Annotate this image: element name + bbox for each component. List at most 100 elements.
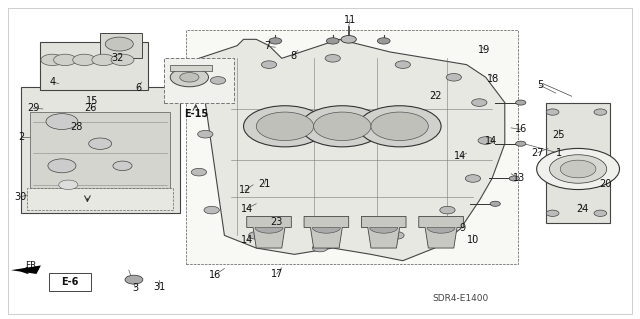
Text: 29: 29 (27, 103, 40, 113)
Circle shape (549, 155, 607, 183)
Text: 15: 15 (86, 96, 99, 106)
Circle shape (465, 175, 481, 182)
Circle shape (546, 210, 559, 216)
Circle shape (54, 54, 77, 66)
Text: 1: 1 (556, 148, 562, 158)
FancyBboxPatch shape (30, 112, 170, 188)
Circle shape (440, 206, 455, 214)
Text: 22: 22 (429, 91, 442, 100)
Polygon shape (304, 216, 349, 248)
Text: E-6: E-6 (61, 277, 79, 286)
Text: 31: 31 (154, 282, 166, 292)
Text: 9: 9 (459, 223, 465, 234)
Polygon shape (419, 216, 463, 248)
Circle shape (41, 54, 64, 66)
Circle shape (269, 38, 282, 44)
Text: 14: 14 (484, 136, 497, 146)
Circle shape (341, 35, 356, 43)
FancyBboxPatch shape (546, 103, 610, 223)
Text: 14: 14 (454, 151, 467, 161)
Circle shape (546, 109, 559, 115)
FancyBboxPatch shape (40, 42, 148, 90)
Text: 7: 7 (264, 41, 271, 51)
Text: 23: 23 (271, 217, 283, 227)
Circle shape (46, 114, 78, 130)
Circle shape (395, 61, 410, 69)
Polygon shape (199, 39, 505, 261)
Text: 30: 30 (14, 192, 27, 202)
FancyBboxPatch shape (49, 273, 91, 291)
Circle shape (180, 72, 199, 82)
Circle shape (261, 61, 276, 69)
Circle shape (248, 232, 264, 239)
Circle shape (490, 201, 500, 206)
Text: 27: 27 (532, 148, 544, 158)
Circle shape (560, 160, 596, 178)
Circle shape (594, 210, 607, 216)
Polygon shape (312, 227, 340, 233)
Circle shape (170, 68, 209, 87)
Text: SDR4-E1400: SDR4-E1400 (432, 294, 488, 303)
Text: 2: 2 (19, 132, 25, 142)
Text: FR.: FR. (25, 261, 39, 270)
FancyBboxPatch shape (170, 65, 212, 71)
Circle shape (244, 106, 326, 147)
Text: 10: 10 (467, 235, 479, 245)
Circle shape (198, 130, 213, 138)
Circle shape (89, 138, 111, 149)
Polygon shape (11, 265, 41, 274)
Circle shape (125, 275, 143, 284)
FancyBboxPatch shape (100, 33, 141, 58)
Polygon shape (427, 227, 455, 233)
Polygon shape (370, 227, 397, 233)
Circle shape (537, 148, 620, 189)
Polygon shape (362, 216, 406, 248)
Text: 20: 20 (599, 179, 612, 189)
Text: 28: 28 (70, 122, 83, 132)
Polygon shape (255, 227, 283, 233)
Text: 8: 8 (290, 51, 296, 61)
Circle shape (191, 168, 207, 176)
Circle shape (211, 77, 226, 84)
Text: 3: 3 (132, 283, 138, 293)
Circle shape (446, 73, 461, 81)
FancyBboxPatch shape (186, 30, 518, 264)
Circle shape (516, 141, 526, 146)
Circle shape (371, 112, 428, 141)
Circle shape (48, 159, 76, 173)
Polygon shape (246, 216, 291, 248)
Circle shape (478, 137, 493, 144)
Circle shape (113, 161, 132, 171)
Text: 14: 14 (241, 235, 253, 245)
Circle shape (92, 54, 115, 66)
Text: 32: 32 (111, 53, 124, 63)
Text: 21: 21 (259, 179, 271, 189)
Text: 19: 19 (478, 45, 490, 56)
Circle shape (325, 55, 340, 62)
Text: 25: 25 (553, 130, 565, 140)
Circle shape (509, 176, 520, 181)
Text: 16: 16 (209, 270, 221, 280)
Text: 5: 5 (537, 80, 543, 90)
Circle shape (105, 37, 133, 51)
Text: 13: 13 (513, 174, 525, 183)
Text: 17: 17 (271, 269, 283, 279)
Circle shape (389, 232, 404, 239)
Text: 4: 4 (49, 77, 56, 87)
FancyBboxPatch shape (20, 87, 180, 213)
Text: 18: 18 (487, 74, 499, 84)
Text: 11: 11 (344, 15, 356, 25)
Circle shape (358, 106, 441, 147)
Text: 16: 16 (515, 124, 527, 135)
Text: 12: 12 (239, 185, 251, 196)
FancyBboxPatch shape (164, 58, 234, 103)
Text: 26: 26 (84, 103, 97, 113)
Text: E-15: E-15 (184, 109, 208, 119)
Circle shape (111, 54, 134, 66)
Circle shape (314, 112, 371, 141)
Circle shape (59, 180, 78, 189)
Circle shape (326, 38, 339, 44)
Circle shape (204, 206, 220, 214)
Text: 24: 24 (577, 204, 589, 214)
Circle shape (472, 99, 487, 106)
